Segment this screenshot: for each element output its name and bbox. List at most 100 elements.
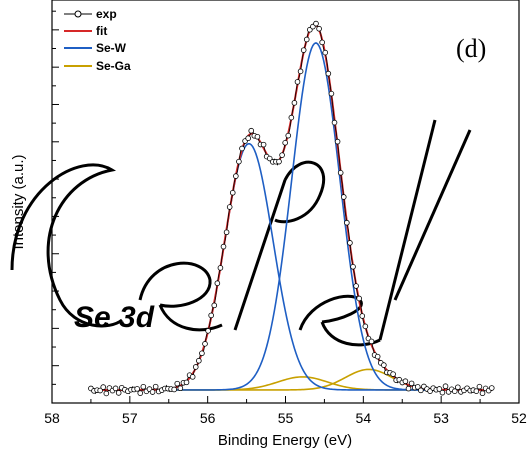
exp-point: [112, 385, 119, 392]
exp-point: [337, 170, 344, 176]
legend-se-w: Se-W: [96, 41, 127, 55]
exp-point: [473, 388, 480, 394]
exp-point: [211, 302, 218, 309]
y-axis-ticks: [52, 10, 59, 385]
exp-point: [442, 383, 449, 390]
exp-point: [436, 386, 443, 392]
exp-point: [217, 265, 224, 271]
exp-point: [368, 338, 375, 345]
exp-point: [220, 243, 227, 250]
exp-point: [266, 155, 273, 162]
exp-point: [214, 280, 221, 287]
exp-point: [451, 388, 458, 395]
x-tick-label: 53: [433, 410, 449, 426]
exp-point: [359, 313, 366, 319]
exp-point: [347, 240, 353, 246]
series-layer: [88, 20, 495, 397]
exp-point: [245, 135, 251, 142]
exp-point: [331, 119, 338, 126]
x-tick-label: 55: [278, 410, 294, 426]
x-axis-ticks: 58 57 56 55 54 53 52: [44, 396, 527, 426]
x-tick-label: 57: [122, 410, 138, 426]
exp-point: [291, 100, 298, 106]
exp-point: [288, 114, 295, 121]
exp-point: [285, 132, 292, 139]
exp-point: [152, 383, 159, 390]
exp-point: [488, 385, 495, 391]
x-tick-label: 54: [356, 410, 372, 426]
exp-point: [196, 357, 202, 364]
exp-point: [134, 386, 140, 392]
exp-point: [103, 390, 110, 397]
exp-point: [208, 312, 214, 319]
exp-point: [353, 283, 359, 289]
exp-point: [374, 353, 381, 360]
exp-point: [115, 390, 122, 396]
exp-point: [328, 90, 335, 97]
exp-point: [408, 380, 415, 387]
exp-point: [297, 68, 304, 75]
series-exp-points: [88, 20, 495, 397]
exp-point: [340, 194, 347, 200]
exp-point: [223, 229, 230, 236]
exp-point: [414, 384, 421, 390]
exp-point: [334, 138, 341, 145]
x-tick-label: 58: [44, 410, 60, 426]
exp-point: [303, 36, 310, 43]
exp-point: [476, 383, 483, 390]
exp-point: [192, 364, 199, 370]
exp-point: [97, 387, 103, 394]
legend-se-ga: Se-Ga: [96, 59, 131, 73]
exp-point: [325, 70, 332, 77]
x-axis-label: Binding Energy (eV): [218, 432, 352, 449]
legend-fit: fit: [96, 24, 107, 38]
exp-point: [439, 389, 446, 396]
se3d-annotation: Se 3d: [74, 301, 155, 334]
exp-point: [233, 173, 239, 179]
exp-point: [322, 49, 329, 56]
exp-point: [174, 380, 181, 387]
exp-point: [356, 295, 362, 302]
exp-point: [202, 341, 208, 347]
exp-point: [294, 79, 301, 85]
exp-point: [239, 145, 245, 152]
exp-point: [300, 47, 307, 53]
exp-point: [149, 389, 156, 395]
exp-point: [140, 383, 147, 390]
exp-point: [402, 378, 409, 385]
exp-point: [405, 385, 412, 392]
legend: exp fit Se-W Se-Ga: [64, 7, 131, 73]
exp-point: [455, 384, 461, 391]
exp-point: [319, 39, 325, 46]
exp-point: [183, 379, 190, 386]
exp-point: [479, 390, 486, 397]
x-tick-label: 52: [511, 410, 527, 426]
exp-point: [236, 158, 242, 165]
exp-point: [100, 384, 107, 390]
exp-point: [260, 141, 267, 148]
exp-point: [189, 374, 196, 380]
exp-point: [205, 328, 211, 334]
exp-point: [137, 390, 144, 396]
exp-point: [254, 133, 261, 140]
exp-point: [279, 152, 285, 158]
exp-point: [177, 385, 184, 392]
exp-point: [276, 158, 282, 165]
y-axis-label: Intensity (a.u.): [10, 154, 27, 249]
exp-point: [248, 127, 255, 134]
exp-point: [344, 219, 350, 226]
exp-point: [362, 323, 369, 330]
exp-point: [229, 189, 236, 196]
exp-point: [316, 25, 322, 32]
exp-point: [381, 362, 387, 368]
exp-point: [418, 387, 424, 394]
exp-point: [199, 350, 205, 357]
exp-point: [313, 20, 319, 27]
x-tick-label: 56: [200, 410, 216, 426]
exp-point: [226, 204, 233, 210]
exp-point: [390, 371, 396, 377]
exp-point: [350, 263, 356, 270]
panel-label: (d): [456, 34, 486, 63]
exp-point: [282, 140, 288, 146]
